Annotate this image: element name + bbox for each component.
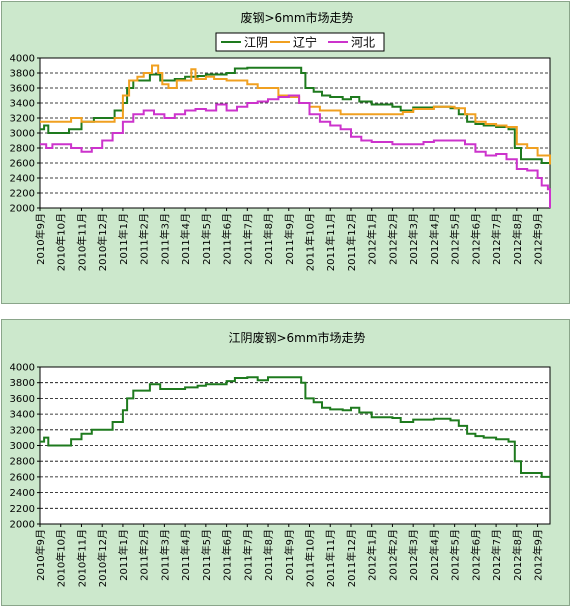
y-tick-label: 3600 [10, 84, 35, 95]
y-tick-label: 3600 [10, 394, 35, 405]
legend-label-2: 辽宁 [293, 35, 317, 50]
chart-2-title: 江阴废钢>6mm市场走势 [228, 330, 365, 345]
y-tick-label: 3000 [10, 441, 35, 452]
x-tick-label: 2011年5月 [200, 213, 213, 265]
x-tick-label: 2010年10月 [55, 213, 68, 271]
x-tick-label: 2010年9月 [34, 213, 47, 265]
x-tick-label: 2011年11月 [324, 213, 337, 271]
x-tick-label: 2011年1月 [117, 213, 130, 265]
x-tick-label: 2010年12月 [96, 529, 109, 587]
y-tick-label: 3800 [10, 378, 35, 389]
y-tick-label: 2800 [10, 457, 35, 468]
x-tick-label: 2010年9月 [34, 529, 47, 581]
chart-1-title: 废钢>6mm市场走势 [240, 10, 353, 25]
x-tick-label: 2012年5月 [449, 213, 462, 265]
y-tick-label: 2600 [10, 159, 35, 170]
x-tick-label: 2010年12月 [96, 213, 109, 271]
x-tick-label: 2012年3月 [407, 213, 420, 265]
x-tick-label: 2012年9月 [532, 529, 545, 581]
x-tick-label: 2012年6月 [469, 529, 482, 581]
y-tick-label: 3800 [10, 69, 35, 80]
y-tick-label: 3400 [10, 410, 35, 421]
x-tick-label: 2010年11月 [75, 213, 88, 271]
x-tick-label: 2011年3月 [158, 529, 171, 581]
x-tick-label: 2012年3月 [407, 529, 420, 581]
y-tick-label: 2400 [10, 488, 35, 499]
x-tick-label: 2011年6月 [221, 213, 234, 265]
x-tick-label: 2012年6月 [469, 213, 482, 265]
x-tick-label: 2011年4月 [179, 213, 192, 265]
chart-panel-2: 江阴废钢>6mm市场走势 4000 3800 3600 3400 3200 3000 280… [1, 319, 570, 606]
x-tick-label: 2010年11月 [75, 529, 88, 587]
x-tick-label: 2012年4月 [428, 529, 441, 581]
y-tick-label: 2200 [10, 189, 35, 200]
legend-box [215, 32, 385, 52]
series-line-2 [40, 64, 551, 165]
y-tick-label: 2800 [10, 144, 35, 155]
x-tick-label: 2012年5月 [449, 529, 462, 581]
chart-2: 江阴废钢>6mm市场走势 4000 3800 3600 3400 3200 3000 280… [10, 330, 551, 587]
y-tick-label: 2200 [10, 504, 35, 515]
y-tick-label: 3200 [10, 114, 35, 125]
series-line-3 [40, 94, 551, 208]
x-tick-label: 2011年9月 [283, 213, 296, 265]
y-tick-label: 3400 [10, 99, 35, 110]
x-tick-label: 2012年8月 [511, 529, 524, 581]
y-tick-label: 3200 [10, 425, 35, 436]
x-tick-label: 2012年1月 [366, 213, 379, 265]
x-tick-label: 2011年10月 [304, 529, 317, 587]
x-tick-label: 2011年8月 [262, 213, 275, 265]
series-line-1 [40, 376, 550, 478]
legend-label-1: 江阴 [244, 36, 268, 50]
x-tick-label: 2011年2月 [138, 213, 151, 265]
y-tick-label: 4000 [10, 363, 35, 374]
x-tick-label: 2011年7月 [241, 213, 254, 265]
x-tick-label: 2012年7月 [490, 529, 503, 581]
y-tick-label: 3000 [10, 129, 35, 140]
x-tick-label: 2011年7月 [241, 529, 254, 581]
chart-1-legend: 江阴 辽宁 河北 [215, 32, 385, 52]
x-tick-label: 2011年1月 [117, 529, 130, 581]
x-tick-label: 2012年1月 [366, 529, 379, 581]
x-tick-label: 2011年6月 [221, 529, 234, 581]
y-tick-label: 4000 [10, 54, 35, 65]
x-tick-label: 2011年10月 [304, 213, 317, 271]
legend-label-3: 河北 [351, 36, 375, 50]
x-tick-label: 2011年11月 [324, 529, 337, 587]
x-tick-label: 2012年2月 [386, 213, 399, 265]
x-tick-label: 2012年8月 [511, 213, 524, 265]
x-tick-label: 2012年9月 [532, 213, 545, 265]
x-tick-label: 2012年2月 [386, 529, 399, 581]
y-tick-label: 2000 [10, 520, 35, 531]
x-tick-label: 2011年3月 [158, 213, 171, 265]
x-tick-label: 2011年12月 [345, 213, 358, 271]
x-tick-label: 2012年4月 [428, 213, 441, 265]
x-tick-label: 2011年8月 [262, 529, 275, 581]
chart-1: 废钢>6mm市场走势 江阴 辽宁 河北 4000 3800 3600 3400 3200 30… [10, 10, 551, 271]
x-tick-label: 2011年4月 [179, 529, 192, 581]
x-tick-label: 2011年9月 [283, 529, 296, 581]
x-tick-label: 2011年2月 [138, 529, 151, 581]
y-tick-label: 2400 [10, 174, 35, 185]
x-tick-label: 2012年7月 [490, 213, 503, 265]
y-tick-label: 2600 [10, 472, 35, 483]
x-tick-label: 2011年12月 [345, 529, 358, 587]
x-tick-label: 2011年5月 [200, 529, 213, 581]
x-tick-label: 2010年10月 [55, 529, 68, 587]
y-tick-label: 2000 [10, 204, 35, 215]
chart-panel-1: 废钢>6mm市场走势 江阴 辽宁 河北 4000 3800 3600 3400 3200 30… [1, 1, 570, 304]
